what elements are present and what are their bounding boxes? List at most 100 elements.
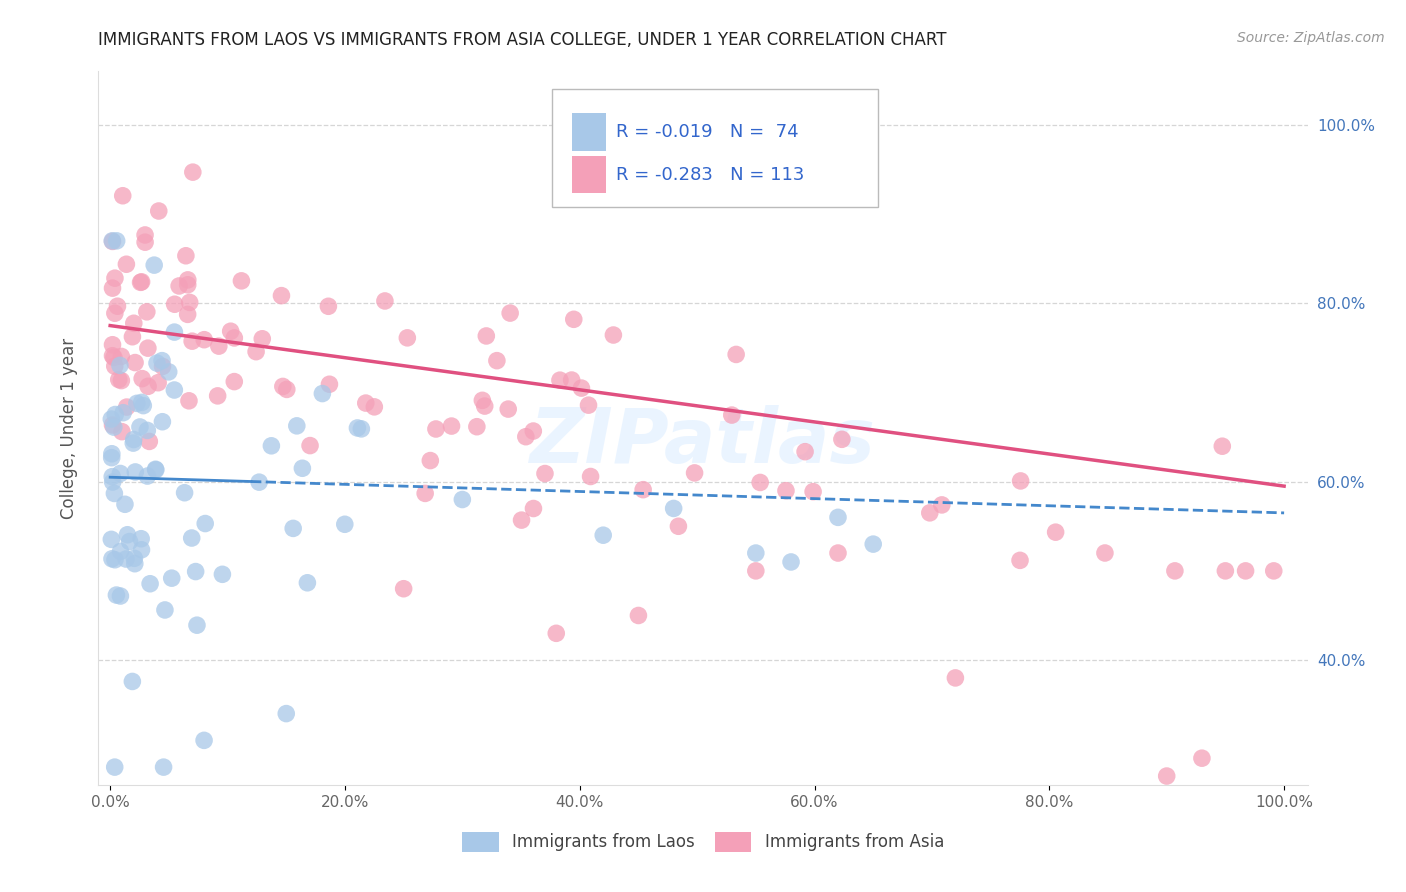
Point bbox=[725, 347, 748, 361]
Point bbox=[425, 422, 447, 436]
Point bbox=[775, 483, 797, 498]
Point bbox=[931, 498, 953, 512]
Point bbox=[231, 274, 253, 288]
Point bbox=[101, 281, 124, 295]
Point bbox=[662, 501, 685, 516]
Point bbox=[474, 399, 496, 413]
Point bbox=[122, 433, 145, 447]
Point bbox=[1211, 439, 1233, 453]
Point bbox=[105, 234, 128, 248]
Y-axis label: College, Under 1 year: College, Under 1 year bbox=[59, 337, 77, 519]
Point bbox=[592, 528, 614, 542]
Point bbox=[101, 475, 124, 489]
Point bbox=[101, 337, 124, 351]
Text: R = -0.019   N =  74: R = -0.019 N = 74 bbox=[616, 123, 799, 141]
Point bbox=[122, 316, 145, 330]
Point bbox=[104, 306, 127, 320]
Point bbox=[104, 553, 127, 567]
Point bbox=[138, 434, 160, 449]
Point bbox=[143, 258, 166, 272]
Point bbox=[440, 419, 463, 434]
Point bbox=[413, 486, 436, 500]
Point bbox=[184, 565, 207, 579]
Point bbox=[211, 567, 233, 582]
Point bbox=[546, 626, 568, 640]
Point bbox=[134, 227, 156, 242]
Point bbox=[177, 273, 200, 287]
Point bbox=[148, 204, 170, 219]
Point bbox=[1191, 751, 1213, 765]
Point bbox=[247, 475, 270, 490]
Point bbox=[794, 444, 817, 458]
Point bbox=[114, 497, 136, 511]
FancyBboxPatch shape bbox=[572, 156, 606, 194]
Point bbox=[627, 608, 650, 623]
Point bbox=[124, 355, 146, 369]
Point bbox=[1234, 564, 1257, 578]
Point bbox=[124, 557, 146, 571]
Point bbox=[186, 618, 208, 632]
Point bbox=[297, 575, 319, 590]
Point bbox=[510, 513, 533, 527]
Point bbox=[136, 469, 159, 483]
Point bbox=[181, 165, 204, 179]
Point bbox=[104, 359, 127, 374]
Point bbox=[125, 396, 148, 410]
Point bbox=[1094, 546, 1116, 560]
Point bbox=[181, 334, 204, 348]
Text: ZIPatlas: ZIPatlas bbox=[530, 406, 876, 479]
Point bbox=[179, 295, 201, 310]
Point bbox=[194, 516, 217, 531]
Point bbox=[104, 271, 127, 285]
Point bbox=[333, 517, 356, 532]
Point bbox=[827, 546, 849, 560]
Point bbox=[129, 532, 152, 546]
Point bbox=[121, 674, 143, 689]
Point bbox=[271, 379, 294, 393]
FancyBboxPatch shape bbox=[572, 113, 606, 151]
Point bbox=[101, 551, 124, 566]
Point bbox=[548, 373, 571, 387]
Point bbox=[146, 376, 169, 390]
Point bbox=[112, 406, 135, 420]
Point bbox=[831, 433, 853, 447]
Point bbox=[252, 332, 274, 346]
Point bbox=[124, 551, 146, 566]
Point bbox=[100, 450, 122, 465]
Point bbox=[136, 341, 159, 355]
Point bbox=[101, 447, 124, 461]
Point bbox=[245, 344, 267, 359]
Point bbox=[107, 299, 129, 313]
Point bbox=[224, 331, 246, 345]
Point bbox=[124, 465, 146, 479]
Point bbox=[579, 469, 602, 483]
Text: IMMIGRANTS FROM LAOS VS IMMIGRANTS FROM ASIA COLLEGE, UNDER 1 YEAR CORRELATION C: IMMIGRANTS FROM LAOS VS IMMIGRANTS FROM … bbox=[98, 31, 946, 49]
Point bbox=[104, 408, 127, 422]
Point bbox=[104, 760, 127, 774]
Point bbox=[515, 430, 537, 444]
Point bbox=[602, 328, 624, 343]
Point bbox=[103, 420, 125, 434]
Point bbox=[354, 396, 377, 410]
Text: R = -0.283   N = 113: R = -0.283 N = 113 bbox=[616, 166, 804, 184]
Point bbox=[163, 297, 186, 311]
Point bbox=[163, 383, 186, 397]
Point bbox=[745, 546, 768, 560]
Point bbox=[392, 582, 415, 596]
Point bbox=[522, 501, 544, 516]
Point bbox=[115, 552, 138, 566]
Point bbox=[101, 235, 124, 249]
Point bbox=[801, 484, 824, 499]
Point bbox=[129, 276, 152, 290]
Point bbox=[193, 733, 215, 747]
Point bbox=[139, 576, 162, 591]
Point bbox=[522, 424, 544, 438]
Point bbox=[180, 531, 202, 545]
Point bbox=[163, 325, 186, 339]
Point bbox=[150, 353, 173, 368]
Point bbox=[108, 359, 131, 373]
Point bbox=[1215, 564, 1237, 578]
Point bbox=[396, 331, 419, 345]
Point bbox=[862, 537, 884, 551]
Point bbox=[136, 379, 159, 393]
